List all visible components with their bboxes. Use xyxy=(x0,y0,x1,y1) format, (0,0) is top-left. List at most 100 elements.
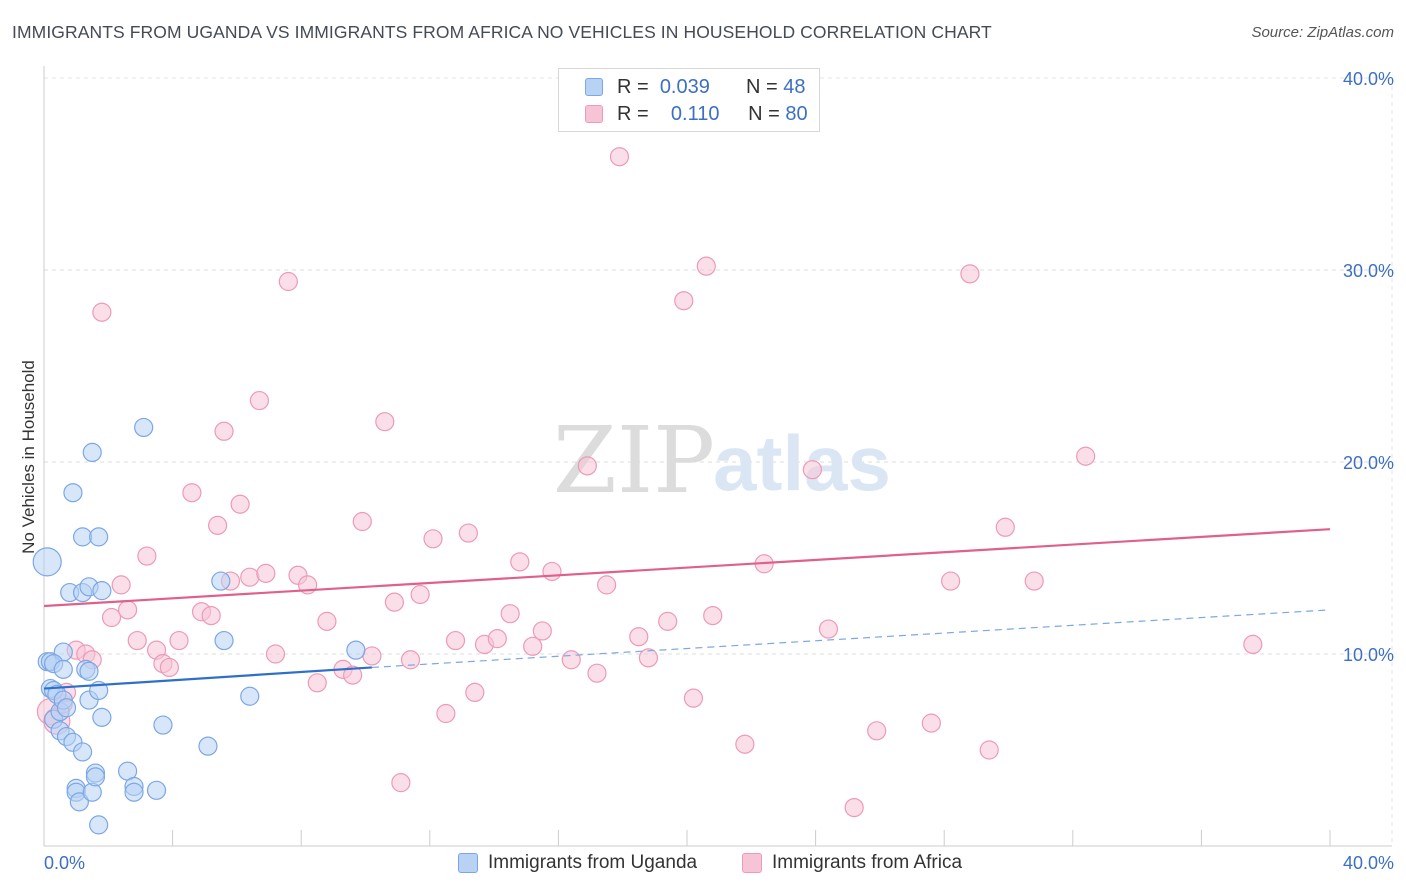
point-uganda xyxy=(82,442,102,462)
series-swatch-africa xyxy=(742,853,762,873)
point-africa xyxy=(979,740,999,760)
point-africa xyxy=(523,636,543,656)
point-africa xyxy=(638,648,659,668)
series-label-uganda: Immigrants from Uganda xyxy=(488,852,698,873)
trend-layer xyxy=(43,528,1331,690)
point-africa xyxy=(658,611,678,631)
point-africa xyxy=(703,605,723,626)
point-uganda xyxy=(214,630,234,651)
point-africa xyxy=(674,291,694,311)
point-africa xyxy=(683,688,704,708)
point-africa xyxy=(532,621,552,641)
legend-r-value-uganda: 0.039 xyxy=(659,75,710,98)
point-africa xyxy=(240,567,260,587)
x-tick-label-max: 40.0% xyxy=(1343,853,1394,873)
source-label: Source: ZipAtlas.com xyxy=(1251,24,1394,41)
point-africa xyxy=(867,721,887,741)
point-uganda xyxy=(63,483,83,503)
point-africa xyxy=(159,657,179,678)
point-africa xyxy=(384,592,405,612)
series-legend-uganda[interactable]: Immigrants from Uganda xyxy=(458,852,697,874)
point-africa xyxy=(696,256,716,276)
point-africa xyxy=(487,629,507,649)
point-uganda xyxy=(69,792,89,812)
point-africa xyxy=(400,650,421,670)
chart-title: IMMIGRANTS FROM UGANDA VS IMMIGRANTS FRO… xyxy=(12,22,992,42)
y-axis-label: No Vehicles in Household xyxy=(19,360,38,554)
point-africa xyxy=(941,571,961,591)
trend-line-uganda xyxy=(43,666,373,690)
point-uganda xyxy=(134,417,154,438)
point-africa xyxy=(182,483,202,503)
point-africa xyxy=(577,456,597,476)
point-africa xyxy=(265,644,286,664)
point-uganda xyxy=(146,780,167,800)
point-uganda xyxy=(32,547,62,577)
point-africa xyxy=(542,561,562,582)
correlation-legend: R = 0.039 N = 48 R = 0.110 N = 80 xyxy=(558,68,820,132)
point-africa xyxy=(317,611,337,631)
point-uganda xyxy=(124,782,144,802)
point-africa xyxy=(214,421,234,441)
y-tick-label: 30.0% xyxy=(1343,261,1394,281)
point-africa xyxy=(802,460,822,480)
point-africa xyxy=(629,627,649,647)
point-uganda xyxy=(72,527,93,547)
point-uganda xyxy=(89,815,109,835)
point-uganda xyxy=(85,767,106,787)
legend-swatch-africa xyxy=(585,105,603,123)
trend-line-uganda-extension xyxy=(371,609,1331,669)
point-africa xyxy=(844,797,864,818)
point-africa xyxy=(256,563,276,583)
point-africa xyxy=(1024,571,1044,591)
tick-label-layer: 10.0% 20.0% 30.0% 40.0% 0.0% 40.0% xyxy=(44,69,1394,873)
point-africa xyxy=(230,494,250,514)
y-tick-label: 40.0% xyxy=(1343,69,1394,89)
point-africa xyxy=(423,529,443,549)
watermark: ZIP atlas xyxy=(553,407,891,514)
y-tick-label: 10.0% xyxy=(1343,645,1394,665)
series-label-africa: Immigrants from Africa xyxy=(772,852,963,873)
point-africa xyxy=(169,630,189,651)
point-africa xyxy=(137,546,157,566)
point-africa xyxy=(500,604,520,624)
point-africa xyxy=(818,619,839,639)
point-uganda xyxy=(72,742,93,762)
legend-row-africa: R = 0.110 N = 80 xyxy=(585,102,808,126)
watermark-zip: ZIP xyxy=(553,407,715,514)
point-africa xyxy=(510,552,530,572)
points-layer xyxy=(32,147,1263,835)
point-africa xyxy=(1243,634,1263,655)
point-uganda xyxy=(211,571,231,591)
point-africa xyxy=(307,673,327,693)
point-africa xyxy=(465,682,485,703)
series-legend: Immigrants from Uganda Immigrants from A… xyxy=(0,852,1406,876)
point-africa xyxy=(111,575,131,595)
point-africa xyxy=(1076,446,1096,466)
point-uganda xyxy=(198,736,218,756)
point-africa xyxy=(278,271,298,292)
point-uganda xyxy=(346,640,366,660)
point-africa xyxy=(921,713,941,733)
point-uganda xyxy=(56,698,77,718)
x-tick-label-min: 0.0% xyxy=(44,853,85,873)
point-africa xyxy=(208,515,228,535)
point-africa xyxy=(391,773,411,793)
point-uganda xyxy=(153,715,173,735)
point-africa xyxy=(362,646,382,666)
point-africa xyxy=(101,607,122,628)
series-legend-africa[interactable]: Immigrants from Africa xyxy=(742,852,962,874)
point-africa xyxy=(995,517,1015,537)
legend-r-label: R = xyxy=(617,102,649,125)
legend-n-value-africa: 80 xyxy=(785,102,808,125)
point-africa xyxy=(597,575,617,595)
legend-r-value-africa: 0.110 xyxy=(670,102,720,125)
legend-n-label: N = xyxy=(746,75,778,98)
point-africa xyxy=(201,605,221,626)
point-africa xyxy=(735,734,755,754)
point-uganda xyxy=(53,659,73,679)
point-africa xyxy=(127,630,147,651)
legend-r-label: R = xyxy=(617,75,649,98)
legend-swatch-uganda xyxy=(585,78,603,96)
